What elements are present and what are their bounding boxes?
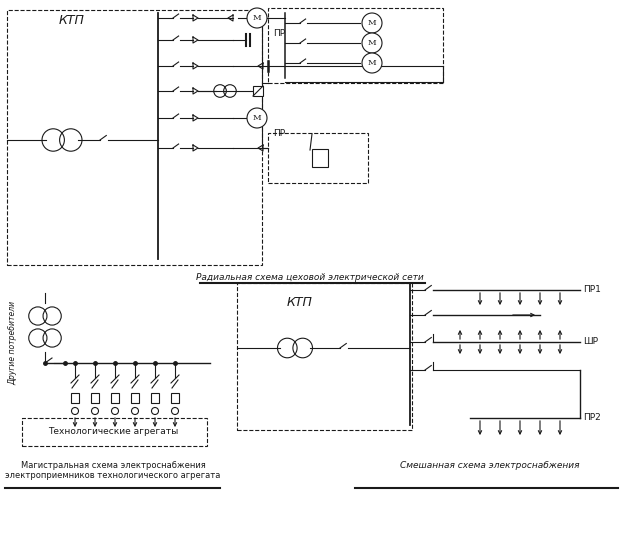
Text: Радиальная схема цеховой электрической сети: Радиальная схема цеховой электрической с… (196, 273, 424, 281)
Circle shape (362, 53, 382, 73)
Bar (71, 393, 79, 403)
Text: M: M (253, 14, 261, 22)
Circle shape (247, 108, 267, 128)
Text: M: M (368, 59, 376, 67)
Bar (237, 283, 412, 430)
Circle shape (362, 13, 382, 33)
Bar (131, 393, 139, 403)
Text: КТП: КТП (287, 296, 313, 309)
Text: Другие потребители: Другие потребители (9, 301, 17, 385)
Text: Технологические агрегаты: Технологические агрегаты (48, 428, 178, 436)
Bar (171, 393, 179, 403)
Bar (312, 149, 328, 167)
Text: M: M (253, 114, 261, 122)
Circle shape (247, 8, 267, 28)
Bar (151, 393, 159, 403)
Bar (253, 86, 263, 96)
Text: КТП: КТП (59, 13, 85, 26)
Circle shape (362, 33, 382, 53)
Bar (268, 8, 443, 83)
Bar (268, 133, 368, 183)
Text: M: M (368, 39, 376, 47)
Text: ШР: ШР (583, 337, 598, 346)
Bar (111, 393, 119, 403)
Text: ПР1: ПР1 (583, 286, 601, 294)
Bar (91, 393, 99, 403)
Text: M: M (368, 19, 376, 27)
Text: Магистральная схема электроснабжения
электроприемников технологического агрегата: Магистральная схема электроснабжения эле… (6, 461, 221, 480)
Text: ПР: ПР (273, 129, 285, 138)
Bar (22, 418, 207, 446)
Text: ПР: ПР (273, 29, 285, 38)
Text: ПР2: ПР2 (583, 414, 601, 422)
Bar (7, 10, 262, 265)
Text: Смешанная схема электроснабжения: Смешанная схема электроснабжения (400, 461, 580, 470)
